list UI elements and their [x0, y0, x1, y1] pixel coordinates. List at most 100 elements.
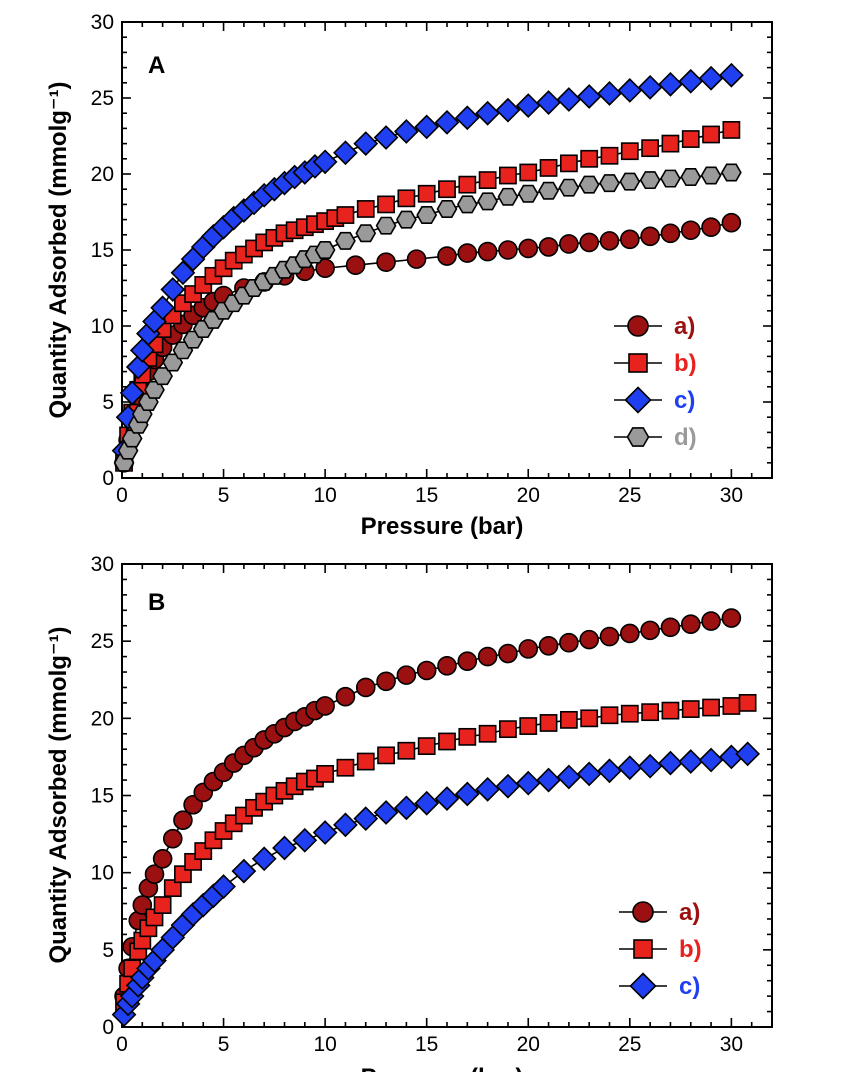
diamond-point: [393, 795, 419, 821]
diamond-point: [678, 749, 704, 774]
circle-point: [518, 238, 539, 259]
circle-point: [721, 608, 742, 628]
y-axis-title-a: Quantity Adsorbed (mmolg⁻¹): [45, 81, 72, 418]
square-point: [438, 732, 456, 751]
diamond-point: [454, 105, 480, 131]
square-point: [559, 154, 578, 173]
square-point: [417, 184, 436, 203]
diamond-point: [434, 109, 460, 135]
square-point: [478, 171, 497, 189]
diamond-point: [475, 776, 501, 802]
y-tick-label: 30: [91, 11, 114, 34]
square-point: [417, 737, 436, 756]
legend-entry: c): [614, 386, 695, 414]
diamond-point: [312, 149, 338, 175]
square-point: [661, 134, 680, 153]
diamond-point: [353, 131, 379, 156]
diamond-point: [576, 761, 602, 787]
diamond-point: [515, 770, 541, 796]
legend-label: a): [679, 899, 700, 926]
square-point: [377, 746, 395, 765]
legend-entry: b): [614, 350, 697, 377]
diamond-point: [556, 87, 582, 112]
square-point: [580, 149, 599, 168]
hexagon-point: [517, 184, 539, 203]
square-point: [738, 693, 757, 712]
diamond-point: [658, 71, 683, 97]
circle-point: [701, 217, 721, 237]
square-point: [681, 700, 700, 718]
x-tick-label: 30: [720, 1033, 743, 1056]
diamond-point: [414, 114, 440, 140]
diamond-point: [125, 354, 151, 380]
diamond-point: [576, 84, 602, 109]
diamond-point: [454, 781, 480, 807]
y-tick-label: 10: [91, 315, 114, 338]
legend-entry: a): [619, 899, 700, 926]
axis-ticks-b: [121, 563, 773, 1028]
panel-label-b: B: [148, 589, 165, 616]
diamond-point: [170, 260, 196, 286]
hexagon-point: [477, 192, 498, 211]
square-point: [702, 698, 720, 717]
legend-diamond-marker: [629, 972, 657, 1000]
x-tick-label: 20: [517, 1033, 540, 1056]
hexagon-point: [335, 231, 356, 250]
circle-point: [315, 258, 335, 279]
circle-point: [721, 212, 742, 233]
diamond-point: [495, 773, 521, 799]
legend-hexagon-marker: [626, 427, 650, 447]
diamond-point: [434, 786, 460, 811]
circle-point: [345, 255, 366, 276]
legend-entry: b): [619, 936, 702, 963]
square-point: [519, 717, 538, 735]
square-point: [458, 727, 477, 746]
circle-point: [376, 671, 396, 692]
hexagon-point: [578, 175, 600, 194]
circle-point: [620, 229, 640, 250]
x-axis-title-a: Pressure (bar): [361, 513, 524, 540]
hexagon-point: [619, 172, 641, 191]
x-axis-title-b: Pressure (bar): [361, 1064, 524, 1072]
hexagon-point: [314, 241, 336, 259]
series-square-line: [123, 702, 748, 1003]
square-point: [316, 764, 335, 783]
legend-entry: d): [614, 424, 697, 451]
legend-label: d): [674, 424, 697, 451]
square-point: [356, 752, 375, 771]
y-tick-label: 20: [91, 163, 114, 186]
circle-point: [335, 686, 356, 707]
diamond-point: [119, 380, 145, 406]
diamond-point: [150, 295, 176, 321]
panel-a: 0 5 10 15 20 25 30 0 5 10 15 20 25 30 a) b) c) d) A Pre…: [45, 11, 773, 540]
square-point: [336, 206, 355, 224]
diamond-point: [333, 140, 358, 166]
circle-point: [406, 249, 427, 269]
y-tick-label: 15: [91, 785, 114, 808]
diamond-point: [160, 277, 186, 302]
circle-point: [376, 252, 396, 272]
circle-point: [144, 864, 165, 885]
diamond-point: [556, 764, 582, 790]
legend-label: b): [679, 936, 702, 963]
diamond-point: [637, 753, 663, 779]
circle-point: [498, 240, 518, 260]
diamond-point: [515, 93, 541, 118]
series-square: [115, 693, 757, 1012]
square-point: [377, 195, 395, 214]
x-tick-label: 5: [218, 484, 230, 507]
diamond-point: [536, 90, 561, 115]
panel-b: 0 5 10 15 20 25 30 0 5 10 15 20 25 30 a) b) c) B Press…: [45, 553, 773, 1072]
diamond-point: [617, 755, 643, 781]
y-tick-label: 15: [91, 239, 114, 262]
square-point: [478, 724, 497, 743]
hexagon-point: [436, 199, 458, 218]
diamond-point: [698, 747, 724, 773]
square-point: [539, 714, 558, 732]
series-circle-line: [123, 221, 732, 463]
legend-square-marker: [633, 939, 653, 959]
hexagon-point: [396, 210, 417, 229]
x-tick-label: 25: [618, 1033, 641, 1056]
square-point: [499, 166, 517, 185]
circle-point: [660, 223, 681, 244]
